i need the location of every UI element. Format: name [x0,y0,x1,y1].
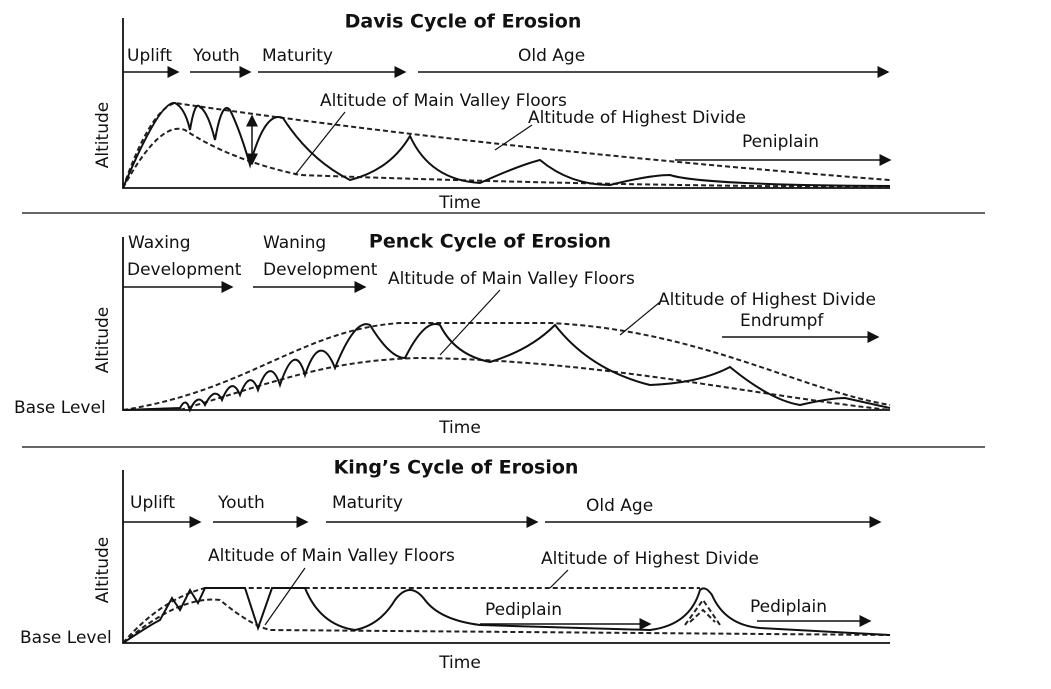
annotation: Pediplain [750,597,827,617]
x-axis-label: Time [438,418,481,438]
terrain-profile [122,101,891,189]
base-level-label: Base Level [14,398,106,418]
stage-label: Uplift [127,46,172,66]
stage-label: Maturity [332,493,403,513]
davis-panel: Davis Cycle of Erosion Altitude Time Upl… [93,11,892,213]
annotation: Pediplain [485,600,562,620]
annotation: Altitude of Highest Divide [658,290,876,310]
stage-label: Uplift [130,493,175,513]
leader-line [549,569,569,589]
stage-label: Waning [263,233,326,253]
leader-line [264,567,306,626]
divide-line [122,101,891,189]
stage-label: Development [263,260,378,280]
leader-line [294,111,346,176]
y-axis-label: Altitude [93,102,113,168]
annotation: Altitude of Main Valley Floors [320,91,567,111]
stage-label: Waxing [128,233,191,253]
penck-panel: Penck Cycle of Erosion Altitude Time Bas… [14,231,891,438]
stage-label: Maturity [262,46,333,66]
y-axis-label: Altitude [93,537,113,603]
leader-line [619,301,661,336]
stage-label: Development [127,260,242,280]
base-level-label: Base Level [20,628,112,648]
terrain-profile [122,587,891,644]
terrain-profile [122,322,891,413]
annotation: Altitude of Highest Divide [528,108,746,128]
king-panel: King’s Cycle of Erosion Altitude Time Ba… [20,457,891,673]
annotation: Endrumpf [740,311,824,331]
panel-title: Davis Cycle of Erosion [345,11,582,33]
x-axis-label: Time [438,653,481,673]
annotation: Altitude of Highest Divide [541,549,759,569]
divide-line [122,322,891,411]
leader-line [439,289,501,356]
stage-label: Youth [217,493,265,513]
x-axis-label: Time [438,193,481,213]
panel-title: King’s Cycle of Erosion [334,457,579,479]
annotation: Altitude of Main Valley Floors [208,546,455,566]
stage-label: Youth [192,46,240,66]
leader-line [494,124,533,151]
annotation: Altitude of Main Valley Floors [388,269,635,289]
residual-hill [684,598,721,626]
y-axis-label: Altitude [93,307,113,373]
stage-label: Old Age [518,46,585,66]
stage-label: Old Age [586,496,653,516]
divide-line [122,587,700,644]
valley-line [179,356,891,411]
panel-title: Penck Cycle of Erosion [369,231,611,253]
annotation: Peniplain [742,132,819,152]
